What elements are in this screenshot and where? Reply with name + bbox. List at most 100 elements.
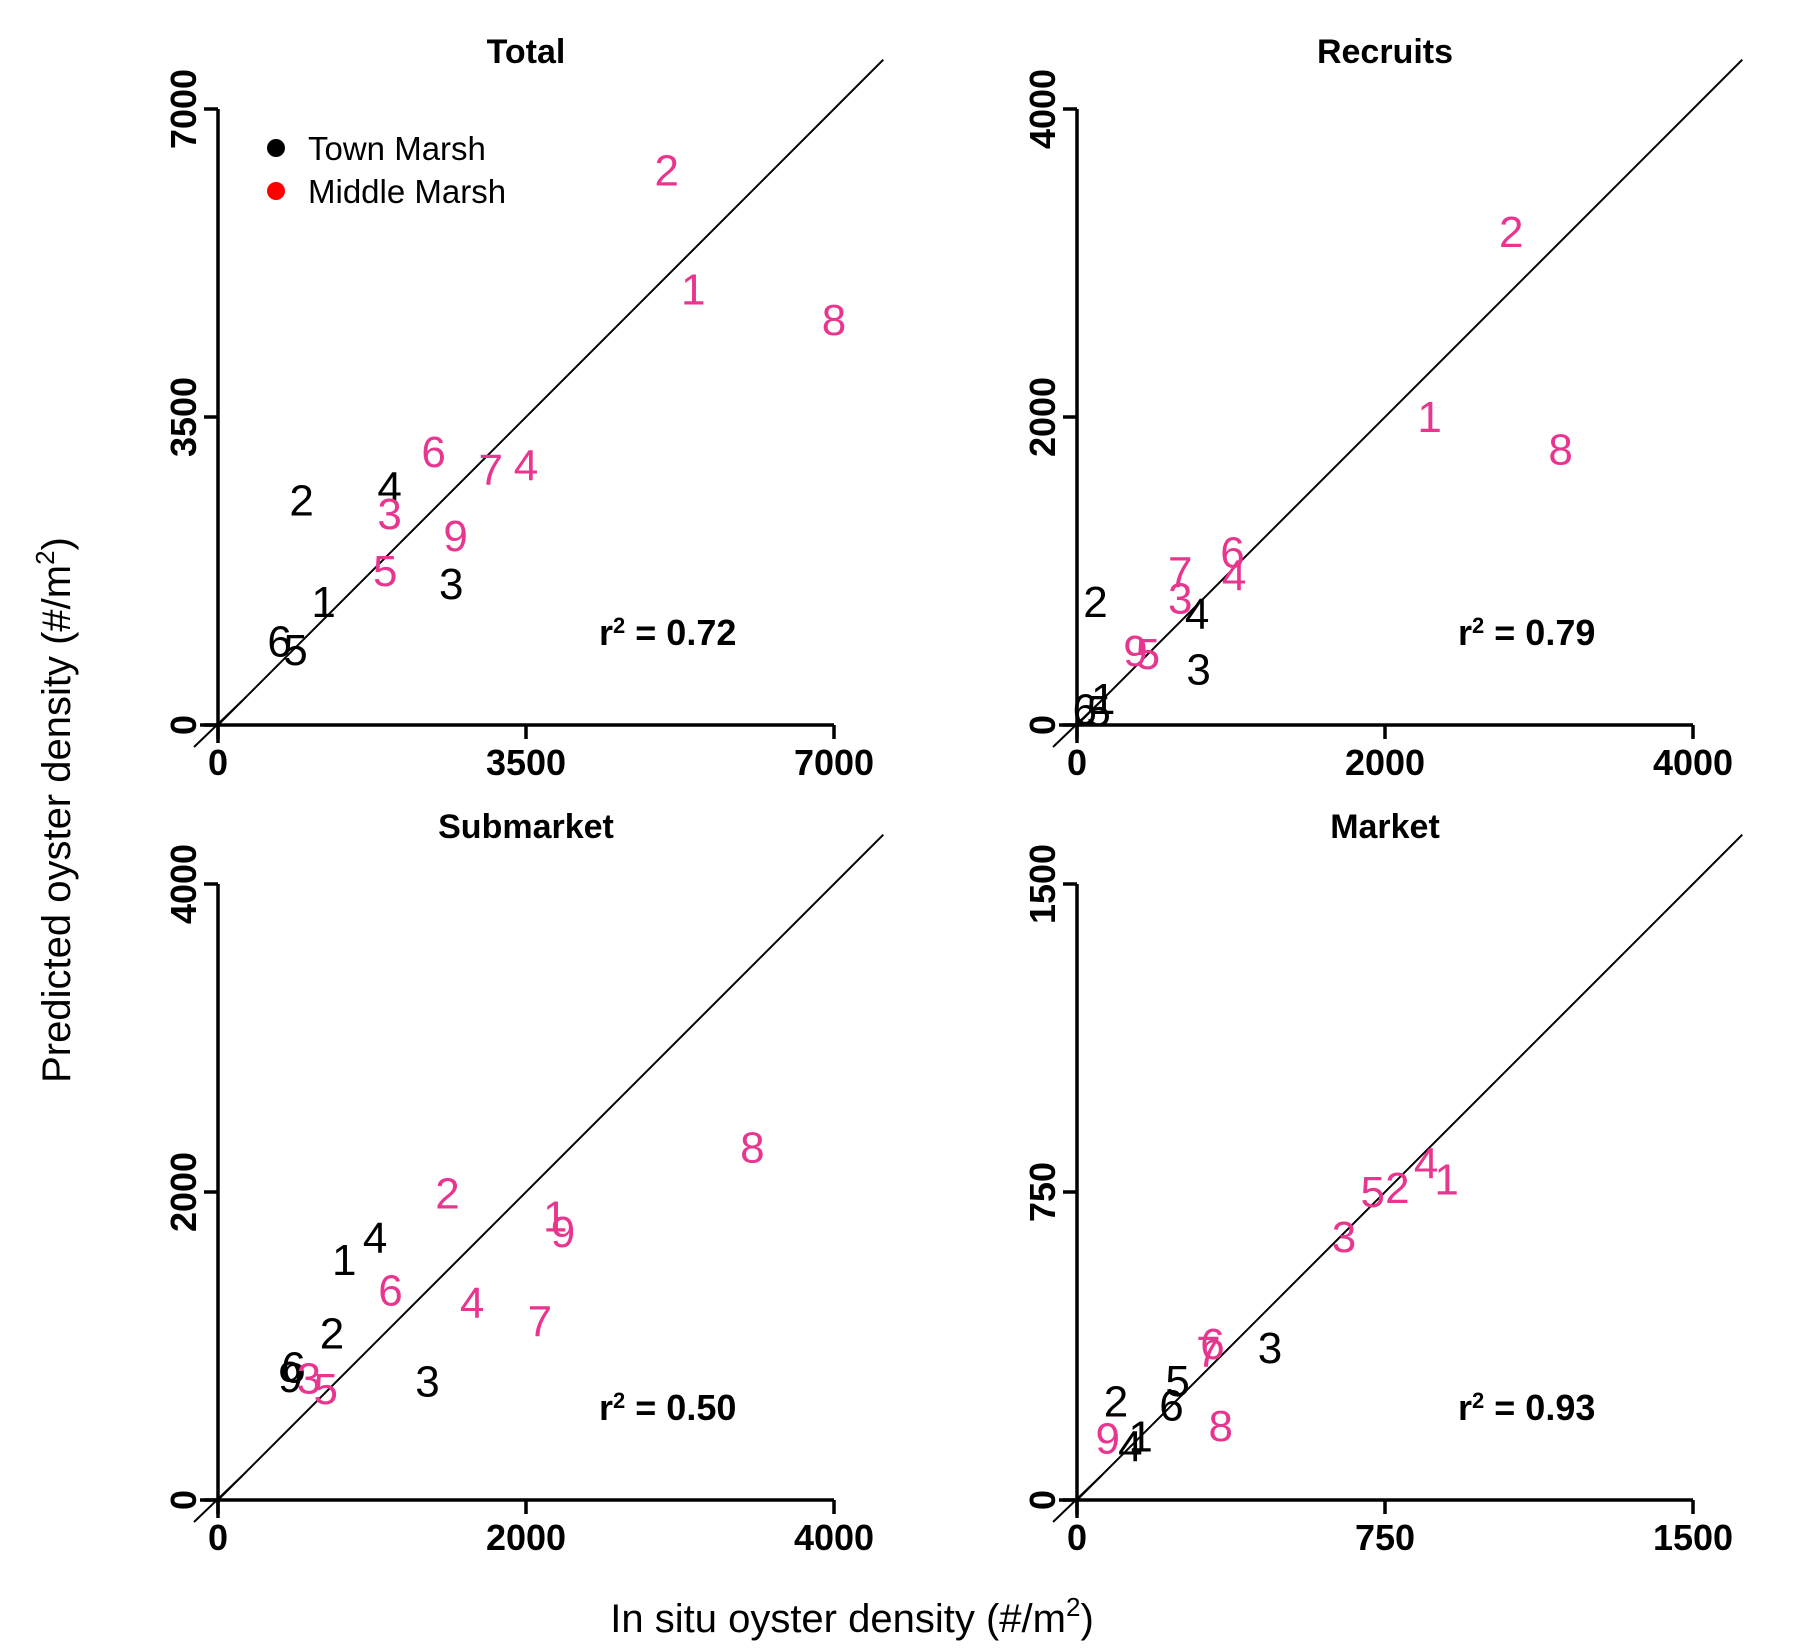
one-to-one-line [217,834,884,1501]
data-point: 6 [1072,686,1096,735]
y-tick-label: 7000 [163,69,204,149]
data-point: 1 [1128,1412,1152,1461]
panel-title: Total [487,33,566,71]
one-to-one-line [1076,834,1743,1501]
data-point: 3 [1186,646,1210,695]
x-tick-label: 7000 [794,742,874,783]
panel-title: Recruits [1317,33,1453,71]
data-point: 6 [281,1344,305,1393]
data-point: 3 [415,1357,439,1406]
data-point: 6 [1220,529,1244,578]
y-tick-label: 4000 [1022,69,1063,149]
y-tick-label: 0 [163,1490,204,1510]
data-point: 4 [1185,590,1209,639]
data-point: 1 [1091,675,1115,724]
one-to-one-line [217,59,884,726]
data-point: 4 [1118,1423,1142,1472]
data-point: 4 [1222,552,1246,601]
data-point: 2 [320,1310,344,1359]
data-point: 9 [278,1353,302,1402]
panel-title: Market [1330,808,1440,846]
data-point: 6 [421,428,445,477]
data-point: 2 [1104,1377,1128,1426]
legend-label-town-marsh: Town Marsh [308,130,486,167]
y-tick-label: 0 [1022,1490,1063,1510]
x-tick-label: 0 [208,742,228,783]
y-tick-label: 1500 [1022,844,1063,924]
data-point: 6 [1159,1382,1183,1431]
data-point: 3 [1168,575,1192,624]
y-tick-label: 0 [163,715,204,735]
data-point: 1 [332,1236,356,1285]
data-point: 3 [1258,1324,1282,1373]
data-point: 7 [479,446,503,495]
r-squared-label: r2 = 0.93 [1458,1387,1595,1428]
y-tick-label: 750 [1022,1162,1063,1222]
x-tick-label: 0 [1067,742,1087,783]
x-tick-label: 750 [1355,1517,1415,1558]
x-tick-label: 4000 [794,1517,874,1558]
y-tick-label: 2000 [163,1152,204,1232]
x-tick-label: 1500 [1653,1517,1733,1558]
data-point: 4 [1414,1139,1438,1188]
y-axis-label: Predicted oyster density (#/m2) [30,537,79,1083]
x-tick-label: 3500 [486,742,566,783]
x-tick-label: 0 [208,1517,228,1558]
data-point: 5 [1360,1168,1384,1217]
data-point: 1 [681,265,705,314]
data-point: 9 [1096,1414,1120,1463]
data-point: 8 [822,296,846,345]
data-point: 9 [1123,627,1147,676]
data-point: 4 [460,1279,484,1328]
data-point: 8 [1548,425,1572,474]
panel-title: Submarket [438,808,614,846]
data-point: 8 [1208,1402,1232,1451]
legend-label-middle-marsh: Middle Marsh [308,173,506,210]
data-point: 8 [740,1123,764,1172]
data-point: 4 [363,1214,387,1263]
x-tick-label: 4000 [1653,742,1733,783]
data-point: 7 [528,1297,552,1346]
y-tick-label: 3500 [163,377,204,457]
data-point: 1 [311,578,335,627]
data-point: 2 [655,147,679,196]
one-to-one-line [1076,59,1743,726]
data-point: 5 [373,547,397,596]
legend-marker-middle-marsh [267,182,285,200]
data-point: 4 [377,463,401,512]
legend: Town Marsh Middle Marsh [267,130,506,210]
r-squared-label: r2 = 0.50 [599,1387,736,1428]
data-point: 7 [1168,549,1192,598]
y-tick-label: 4000 [163,844,204,924]
data-point: 3 [297,1354,321,1403]
data-point: 9 [551,1208,575,1257]
x-tick-label: 2000 [486,1517,566,1558]
data-point: 1 [1434,1156,1458,1205]
y-tick-label: 0 [1022,715,1063,735]
data-point: 2 [1083,578,1107,627]
y-tick-label: 2000 [1022,377,1063,457]
data-point: 5 [1165,1357,1189,1406]
data-point: 5 [1136,630,1160,679]
data-point: 5 [1086,687,1110,736]
data-point: 7 [1196,1328,1220,1377]
x-tick-label: 0 [1067,1517,1087,1558]
data-point: 4 [514,441,538,490]
data-point: 2 [289,477,313,526]
data-point: 6 [378,1267,402,1316]
data-point: 3 [1332,1213,1356,1262]
data-point: 9 [443,512,467,561]
data-point: 2 [1499,208,1523,257]
data-point: 2 [435,1170,459,1219]
data-point: 2 [1385,1164,1409,1213]
data-point: 3 [439,560,463,609]
data-point: 5 [283,626,307,675]
data-point: 3 [377,490,401,539]
data-point: 6 [267,617,291,666]
